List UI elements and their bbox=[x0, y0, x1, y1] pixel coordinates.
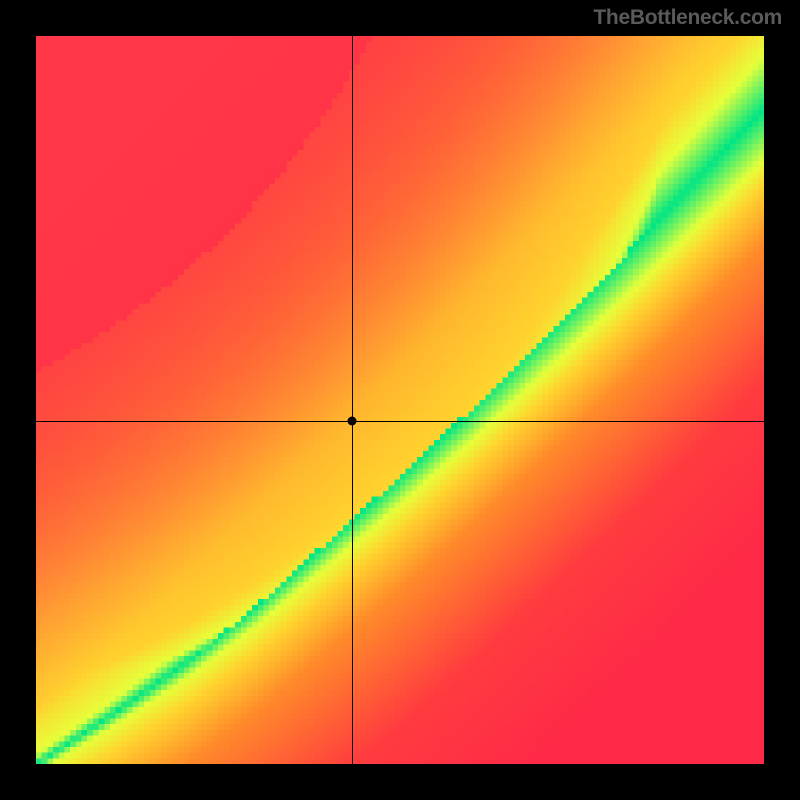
bottleneck-heatmap bbox=[36, 36, 764, 764]
crosshair-vertical bbox=[352, 36, 353, 764]
crosshair-horizontal bbox=[36, 421, 764, 422]
selection-marker bbox=[347, 417, 356, 426]
heatmap-canvas bbox=[36, 36, 764, 764]
watermark-text: TheBottleneck.com bbox=[593, 6, 782, 30]
